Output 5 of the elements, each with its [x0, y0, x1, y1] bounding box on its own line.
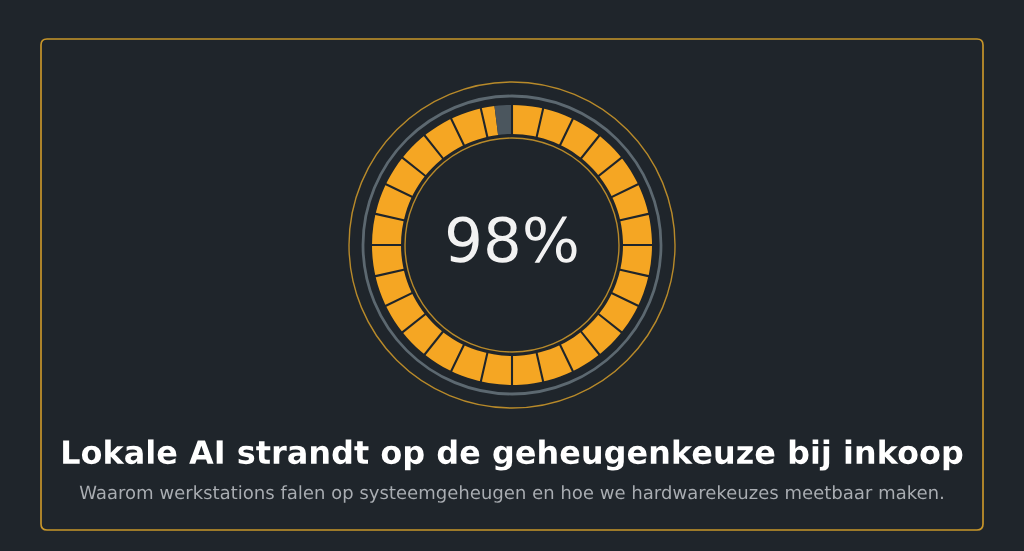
donut-slice: [372, 105, 652, 385]
donut-slice: [494, 105, 512, 135]
text: Lokale AI strandt op de geheugenkeuze bij inkoop: [63, 439, 963, 471]
text: Waarom werkstations falen op systeemgeheugen en hoe we hardwarekeuzes meetbaar maken.: [79, 485, 943, 503]
text: 98%: [447, 216, 577, 263]
